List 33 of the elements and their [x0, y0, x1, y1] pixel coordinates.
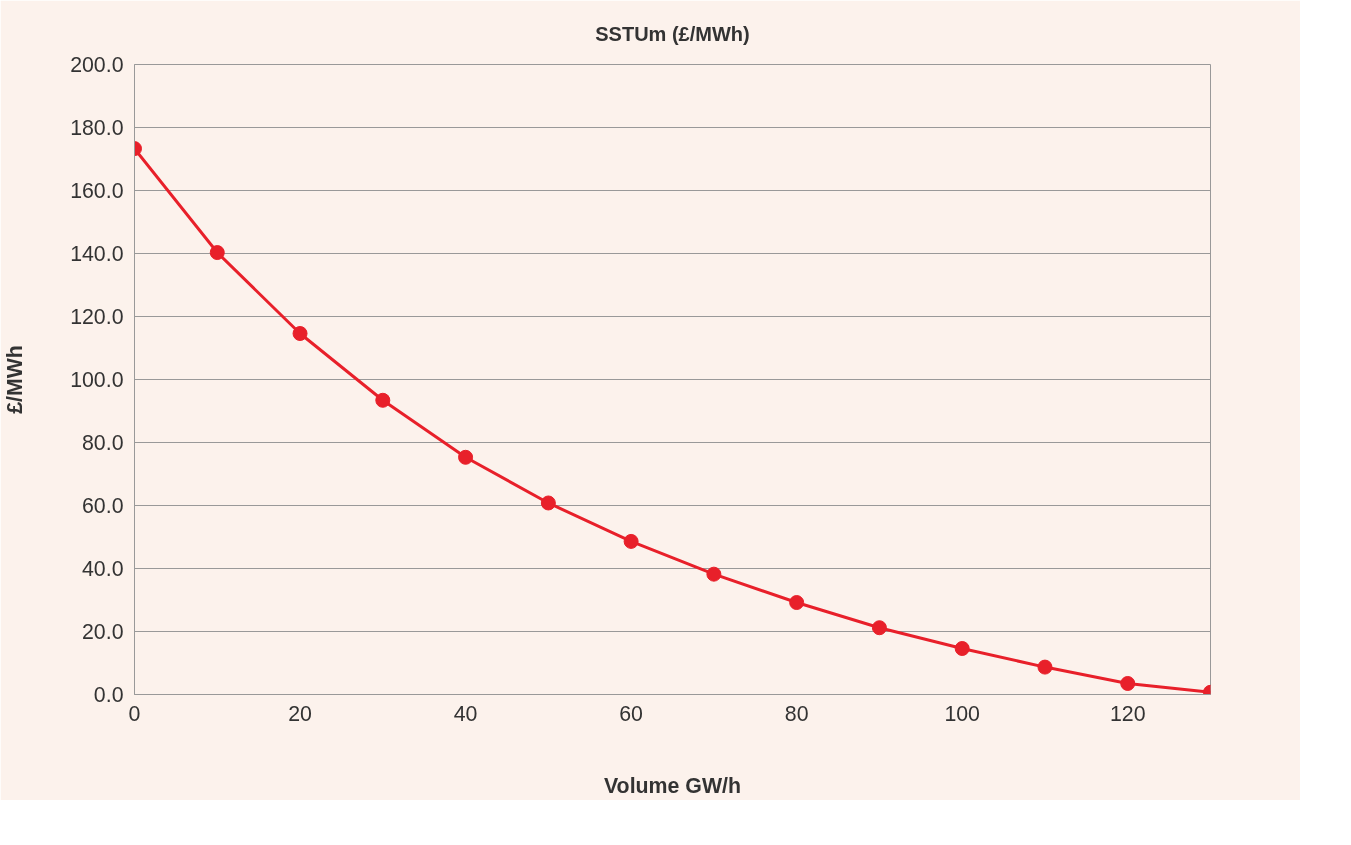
x-tick-label: 60: [619, 701, 644, 726]
point: [706, 566, 722, 582]
point: [209, 245, 225, 261]
y-axis-title: £/MWh: [3, 345, 28, 414]
x-tick-label: 40: [453, 701, 478, 726]
y-tick-label: 80.0: [81, 431, 124, 455]
point: [292, 326, 308, 341]
point: [1037, 659, 1053, 675]
point: [623, 533, 639, 549]
y-tick-label: 0.0: [93, 683, 124, 707]
x-tick-label: 120: [1109, 701, 1146, 726]
x-tick-label: 20: [288, 701, 313, 726]
point: [540, 495, 556, 511]
point: [789, 595, 805, 611]
x-tick-label: 80: [784, 701, 809, 726]
point: [1120, 675, 1136, 691]
chart-title: SSTUm (£/MWh): [595, 22, 750, 45]
point: [954, 641, 970, 656]
x-tick-label: 0: [128, 701, 141, 726]
y-tick-label: 20.0: [81, 620, 124, 644]
point: [871, 620, 887, 636]
x-axis-title: Volume GW/h: [603, 773, 742, 798]
y-tick-label: 140.0: [70, 242, 124, 266]
y-tick-label: 100.0: [70, 368, 124, 392]
point: [458, 449, 474, 465]
y-tick-label: 120.0: [70, 305, 124, 329]
y-tick-label: 200.0: [70, 53, 124, 77]
y-tick-label: 160.0: [70, 179, 124, 203]
x-tick-label: 100: [944, 701, 981, 726]
y-tick-label: 180.0: [70, 116, 124, 140]
y-tick-label: 60.0: [81, 494, 124, 518]
point: [375, 392, 391, 408]
y-tick-label: 40.0: [81, 557, 124, 581]
